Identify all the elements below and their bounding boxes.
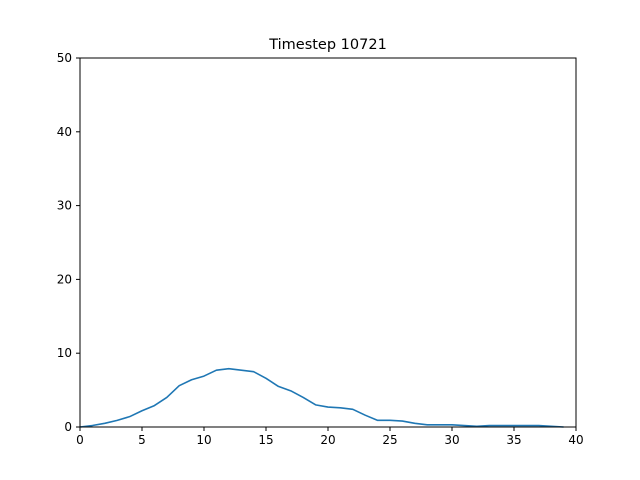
y-tick-label: 20 [57,272,72,286]
y-tick-label: 30 [57,199,72,213]
x-tick-label: 35 [506,433,521,447]
y-tick-label: 50 [57,51,72,65]
plot-series [79,367,564,428]
x-axis: 0 5 10 15 20 25 30 35 40 [76,427,584,447]
plot-frame [79,57,577,428]
y-tick-label: 40 [57,125,72,139]
x-tick-label: 10 [196,433,211,447]
x-tick-label: 30 [444,433,459,447]
x-tick-label: 5 [138,433,146,447]
chart-title: Timestep 10721 [268,37,387,53]
x-tick-label: 20 [320,433,335,447]
x-tick-label: 25 [382,433,397,447]
y-tick-label: 0 [64,420,72,434]
series-line [79,367,564,428]
y-axis: 0 10 20 30 40 50 [57,51,80,434]
x-tick-label: 0 [76,433,84,447]
x-tick-label: 40 [568,433,583,447]
y-tick-label: 10 [57,346,72,360]
x-tick-label: 15 [258,433,273,447]
